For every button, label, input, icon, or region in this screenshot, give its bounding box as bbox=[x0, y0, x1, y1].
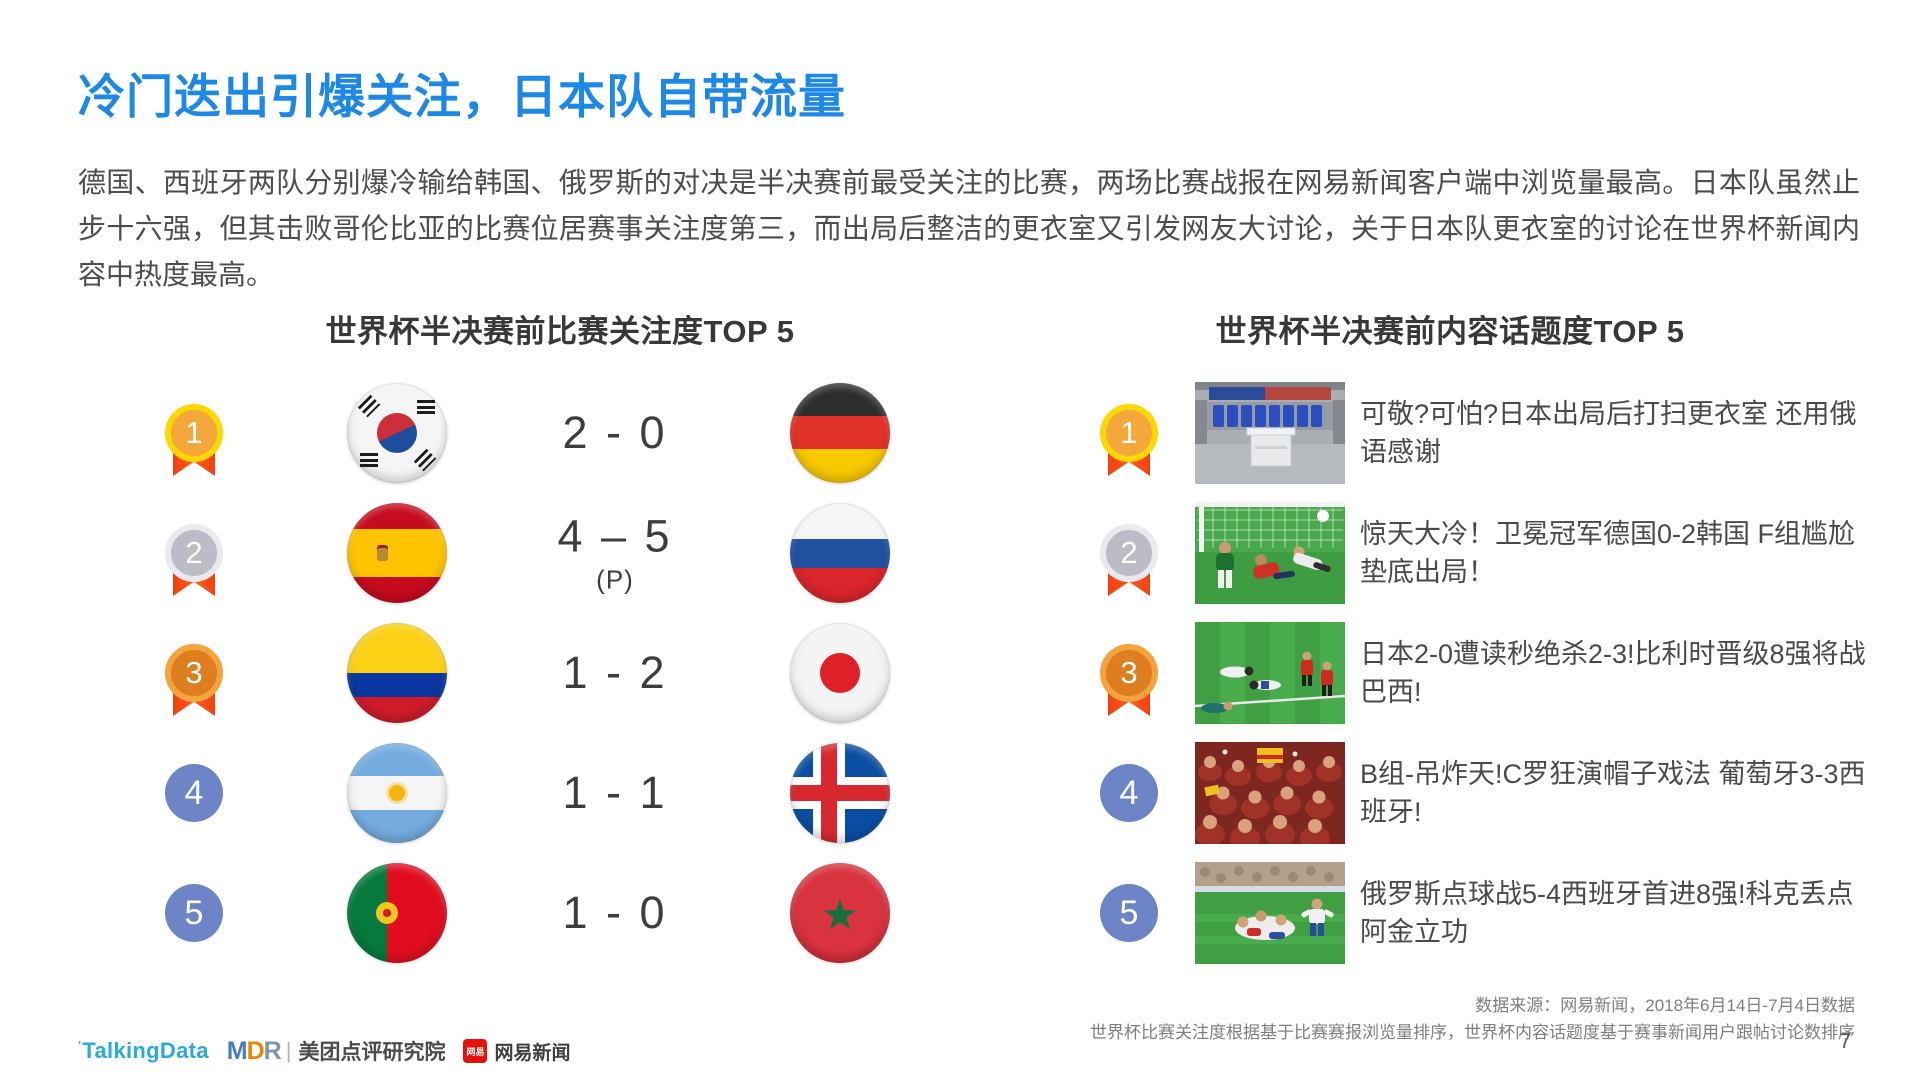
news-title: B组-吊炸天!C罗狂演帽子戏法 葡萄牙3-3西班牙! bbox=[1360, 759, 1866, 827]
home-team-flag bbox=[347, 743, 447, 843]
home-team-flag bbox=[347, 623, 447, 723]
match-row: 5 1 - 0 bbox=[135, 853, 1015, 973]
meituan-dianping-institute-logo: MDR | 美团点评研究院 bbox=[227, 1036, 446, 1066]
away-team-flag bbox=[790, 503, 890, 603]
news-row: 5 bbox=[1100, 853, 1890, 973]
news-thumbnail bbox=[1195, 502, 1345, 604]
mdr-logo: MDR bbox=[226, 1036, 282, 1065]
match-score: 2 - 0 bbox=[562, 407, 668, 458]
news-thumbnail bbox=[1195, 862, 1345, 964]
talkingdata-quote-mark: ' bbox=[78, 1038, 82, 1053]
home-team-flag bbox=[347, 503, 447, 603]
intro-paragraph: 德国、西班牙两队分别爆冷输给韩国、俄罗斯的对决是半决赛前最受关注的比赛，两场比赛… bbox=[78, 167, 1860, 290]
home-team-flag bbox=[347, 383, 447, 483]
rank-number: 3 bbox=[165, 644, 223, 702]
match-row: 2 4 – 5 (P) bbox=[135, 493, 1015, 613]
away-team-flag bbox=[790, 863, 890, 963]
right-panel-header: 世界杯半决赛前内容话题度TOP 5 bbox=[1215, 314, 1685, 349]
match-row: 3 1 - 2 bbox=[135, 613, 1015, 733]
logo-divider: | bbox=[285, 1038, 292, 1063]
rank-badge: 5 bbox=[1100, 884, 1158, 942]
rank-badge: 5 bbox=[165, 884, 223, 942]
news-row: 1 bbox=[1100, 373, 1890, 493]
news-thumbnail bbox=[1195, 382, 1345, 484]
rank-number: 5 bbox=[1100, 884, 1158, 942]
page-number: 7 bbox=[1839, 1030, 1851, 1053]
rank-number: 3 bbox=[1100, 644, 1158, 702]
netease-news-label: 网易新闻 bbox=[494, 1042, 571, 1064]
away-team-flag bbox=[790, 623, 890, 723]
fans-crowd-image bbox=[1195, 742, 1345, 844]
meituan-institute-label: 美团点评研究院 bbox=[298, 1041, 446, 1064]
match-row: 4 1 - 1 bbox=[135, 733, 1015, 853]
celebration-image bbox=[1195, 862, 1345, 964]
data-source-line1: 数据来源：网易新闻，2018年6月14日-7月4日数据 bbox=[1475, 996, 1855, 1015]
news-title: 日本2-0遭读秒绝杀2-3!比利时晋级8强将战巴西! bbox=[1360, 639, 1866, 707]
match-score: 1 - 0 bbox=[562, 887, 668, 938]
news-row: 2 bbox=[1100, 493, 1890, 613]
gold-medal-icon: 1 bbox=[165, 404, 223, 476]
netease-news-logo: 网易 网易新闻 bbox=[463, 1038, 570, 1065]
score-box: 1 - 1 bbox=[515, 767, 715, 819]
penalty-note: (P) bbox=[596, 564, 634, 595]
silver-medal-icon: 2 bbox=[165, 524, 223, 596]
rank-number: 1 bbox=[165, 404, 223, 462]
news-title: 可敬?可怕?日本出局后打扫更衣室 还用俄语感谢 bbox=[1360, 399, 1857, 467]
score-box: 4 – 5 (P) bbox=[515, 511, 715, 596]
goal-scene-image bbox=[1195, 502, 1345, 604]
news-thumbnail bbox=[1195, 742, 1345, 844]
talkingdata-logo: 'TalkingData bbox=[78, 1038, 209, 1063]
left-panel-header: 世界杯半决赛前比赛关注度TOP 5 bbox=[325, 314, 795, 349]
match-score: 1 - 2 bbox=[562, 647, 668, 698]
score-box: 2 - 0 bbox=[515, 407, 715, 459]
page-title: 冷门迭出引爆关注，日本队自带流量 bbox=[78, 70, 846, 123]
netease-badge-icon: 网易 bbox=[463, 1039, 488, 1063]
rank-number: 1 bbox=[1100, 404, 1158, 462]
rank-number: 2 bbox=[165, 524, 223, 582]
rank-number: 2 bbox=[1100, 524, 1158, 582]
footer-logos: 'TalkingData MDR | 美团点评研究院 网易 网易新闻 bbox=[78, 1036, 570, 1066]
home-team-flag bbox=[347, 863, 447, 963]
match-attention-list: 1 2 - 0 2 4 – 5 (P) 3 bbox=[135, 373, 1015, 973]
news-row: 4 bbox=[1100, 733, 1890, 853]
match-score: 4 – 5 bbox=[557, 510, 673, 562]
match-score: 1 - 1 bbox=[562, 767, 668, 818]
news-row: 3 bbox=[1100, 613, 1890, 733]
score-box: 1 - 0 bbox=[515, 887, 715, 939]
data-source-line2: 世界杯比赛关注度根据基于比赛赛报浏览量排序，世界杯内容话题度基于赛事新闻用户跟帖… bbox=[1090, 1023, 1855, 1042]
silver-medal-icon: 2 bbox=[1100, 524, 1158, 596]
score-box: 1 - 2 bbox=[515, 647, 715, 699]
match-row: 1 2 - 0 bbox=[135, 373, 1015, 493]
rank-badge: 4 bbox=[1100, 764, 1158, 822]
data-source-note: 数据来源：网易新闻，2018年6月14日-7月4日数据 世界杯比赛关注度根据基于… bbox=[1090, 992, 1855, 1046]
news-title: 俄罗斯点球战5-4西班牙首进8强!科克丢点阿金立功 bbox=[1360, 879, 1854, 947]
locker-room-image bbox=[1195, 382, 1345, 484]
rank-number: 4 bbox=[165, 764, 223, 822]
rank-number: 5 bbox=[165, 884, 223, 942]
news-thumbnail bbox=[1195, 622, 1345, 724]
away-team-flag bbox=[790, 383, 890, 483]
away-team-flag bbox=[790, 743, 890, 843]
content-topic-list: 1 bbox=[1100, 373, 1890, 973]
news-title: 惊天大冷！卫冕冠军德国0-2韩国 F组尴尬垫底出局！ bbox=[1360, 519, 1856, 587]
pitch-players-image bbox=[1195, 622, 1345, 724]
bronze-medal-icon: 3 bbox=[1100, 644, 1158, 716]
rank-badge: 4 bbox=[165, 764, 223, 822]
bronze-medal-icon: 3 bbox=[165, 644, 223, 716]
rank-number: 4 bbox=[1100, 764, 1158, 822]
gold-medal-icon: 1 bbox=[1100, 404, 1158, 476]
